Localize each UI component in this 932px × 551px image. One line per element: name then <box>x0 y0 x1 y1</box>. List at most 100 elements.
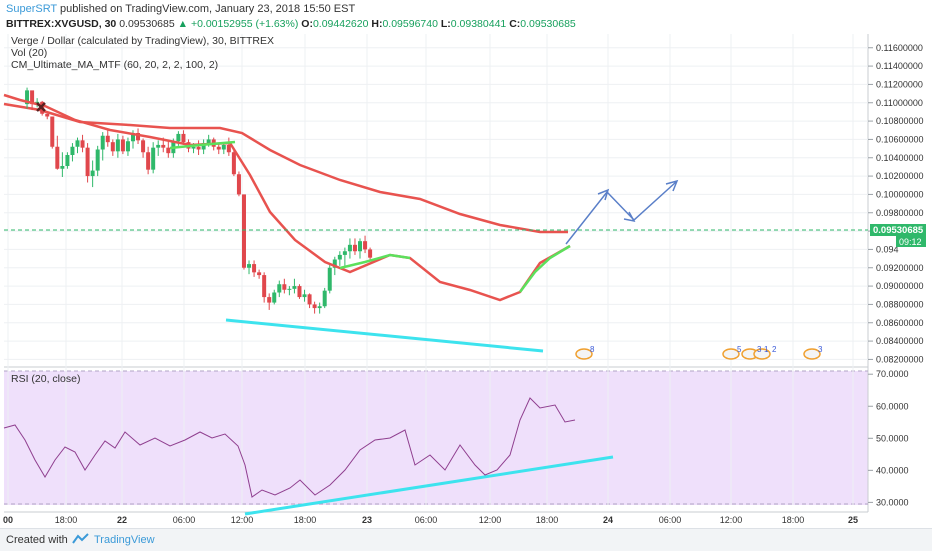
price-tick-label: 0.08200000 <box>876 354 924 364</box>
price-axis[interactable]: 0.11600000 0.11400000 0.11200000 0.11000000… <box>868 43 924 365</box>
candle-body <box>90 170 95 177</box>
low-label: L: <box>440 18 451 30</box>
candle-body <box>332 259 337 268</box>
high-label: H: <box>371 18 383 30</box>
svg-text:3: 3 <box>818 345 823 354</box>
countdown-tag <box>896 236 926 247</box>
candle-body <box>252 264 257 273</box>
time-tick-label: 06:00 <box>659 515 682 525</box>
candle-body <box>247 264 252 268</box>
ma-fast-rising-segment <box>519 244 571 293</box>
price-change: +0.00152955 (+1.63%) <box>190 18 299 30</box>
price-tick-label: 0.09000000 <box>876 281 924 291</box>
crosshair-marker-icon <box>36 102 46 112</box>
rsi-trendline[interactable] <box>244 455 614 516</box>
price-chart[interactable]: 0.11600000 0.11400000 0.11200000 0.11000000… <box>0 0 932 528</box>
legend-title[interactable]: Verge / Dollar (calculated by TradingVie… <box>11 35 275 47</box>
candle-body <box>141 140 146 153</box>
time-tick-label: 18:00 <box>294 515 317 525</box>
rsi-band <box>4 371 868 505</box>
candle-body <box>312 304 317 309</box>
open-value: 0.09442620 <box>312 18 369 30</box>
price-tick-label: 0.11600000 <box>876 43 923 53</box>
candle-body <box>70 146 75 155</box>
candle-body <box>236 174 241 195</box>
time-tick-label: 06:00 <box>415 515 438 525</box>
close-label: C: <box>509 18 521 30</box>
ma-fast-rising-segment <box>169 140 236 150</box>
candle-body <box>120 139 125 152</box>
legend-rsi[interactable]: RSI (20, close) <box>11 373 81 385</box>
candle-body <box>221 144 226 150</box>
candle-body <box>327 267 332 291</box>
candle-body <box>181 133 186 143</box>
price-tick-label: 0.09200000 <box>876 263 924 273</box>
time-tick-label: 00 <box>3 515 13 525</box>
legend-volume[interactable]: Vol (20) <box>11 47 48 59</box>
candle-body <box>358 241 363 252</box>
publish-line: SuperSRT published on TradingView.com, J… <box>6 3 355 15</box>
current-price-label: 0.09530685 <box>873 225 924 236</box>
ma-slow-line <box>3 102 568 234</box>
price-tick-label: 0.08600000 <box>876 318 924 328</box>
publisher-name[interactable]: SuperSRT <box>6 3 57 15</box>
rsi-tick-label: 30.0000 <box>876 497 909 507</box>
candle-body <box>282 284 287 290</box>
candle-body <box>85 147 90 177</box>
price-tick-label: 0.10200000 <box>876 171 924 181</box>
grid <box>4 34 868 505</box>
last-price: 0.09530685 <box>119 18 175 30</box>
candle-body <box>262 275 267 298</box>
candle-body <box>297 286 302 298</box>
legend-ma[interactable]: CM_Ultimate_MA_MTF (60, 20, 2, 2, 100, 2… <box>11 59 219 71</box>
rsi-tick-label: 50.0000 <box>876 433 909 443</box>
price-tick-label: 0.11000000 <box>876 98 923 108</box>
rsi-axis[interactable]: 70.0000 60.0000 50.0000 40.0000 30.0000 <box>868 369 909 507</box>
projection-arrow-icon <box>665 179 679 192</box>
candle-body <box>125 141 130 152</box>
price-pane[interactable] <box>4 34 868 364</box>
candle-body <box>156 144 161 148</box>
candle-body <box>287 288 292 290</box>
event-marker[interactable]: 3 <box>803 345 823 360</box>
candle-body <box>292 286 297 289</box>
candle-body <box>363 241 368 250</box>
footer: Created with TradingView <box>0 528 932 551</box>
candle-body <box>146 152 151 170</box>
high-value: 0.09596740 <box>382 18 438 30</box>
svg-text:5: 5 <box>737 345 742 354</box>
candle-body <box>231 152 236 175</box>
event-marker[interactable]: 5 <box>722 345 742 360</box>
svg-text:2: 2 <box>772 345 777 354</box>
time-axis[interactable]: 00 18:00 22 06:00 12:00 18:00 23 06:00 12:00 18:0… <box>3 515 858 525</box>
event-marker[interactable]: 3 1 2 <box>741 345 777 360</box>
footer-brand[interactable]: TradingView <box>94 534 155 546</box>
projection-path[interactable] <box>565 181 677 245</box>
time-tick-label: 23 <box>362 515 372 525</box>
time-tick-label: 25 <box>848 515 858 525</box>
footer-created-label: Created with <box>6 534 68 546</box>
current-price-tag <box>870 224 926 236</box>
candle-body <box>337 254 342 260</box>
price-tick-label: 0.08400000 <box>876 336 924 346</box>
price-tick-label: 0.10400000 <box>876 153 924 163</box>
candle-body <box>241 194 246 268</box>
candle-body <box>191 146 196 149</box>
candle-body <box>307 294 312 305</box>
ma-fast-line <box>3 93 571 302</box>
candle-body <box>176 133 181 142</box>
svg-text:8: 8 <box>590 345 595 354</box>
candle-body <box>80 140 85 148</box>
price-tick-label: 0.09800000 <box>876 208 924 218</box>
up-arrow-icon: ▲ <box>177 18 189 30</box>
candle-body <box>272 292 277 303</box>
event-marker[interactable]: 8 <box>575 345 595 360</box>
candle-body <box>216 146 221 150</box>
projection-arrow-icon <box>623 211 636 223</box>
ma-slow-layer <box>3 102 568 234</box>
candle-body <box>60 166 65 169</box>
candle-body <box>130 133 135 142</box>
candle-body <box>322 290 327 307</box>
projection-arrow-icon <box>597 188 610 201</box>
price-trendline[interactable] <box>225 318 544 353</box>
